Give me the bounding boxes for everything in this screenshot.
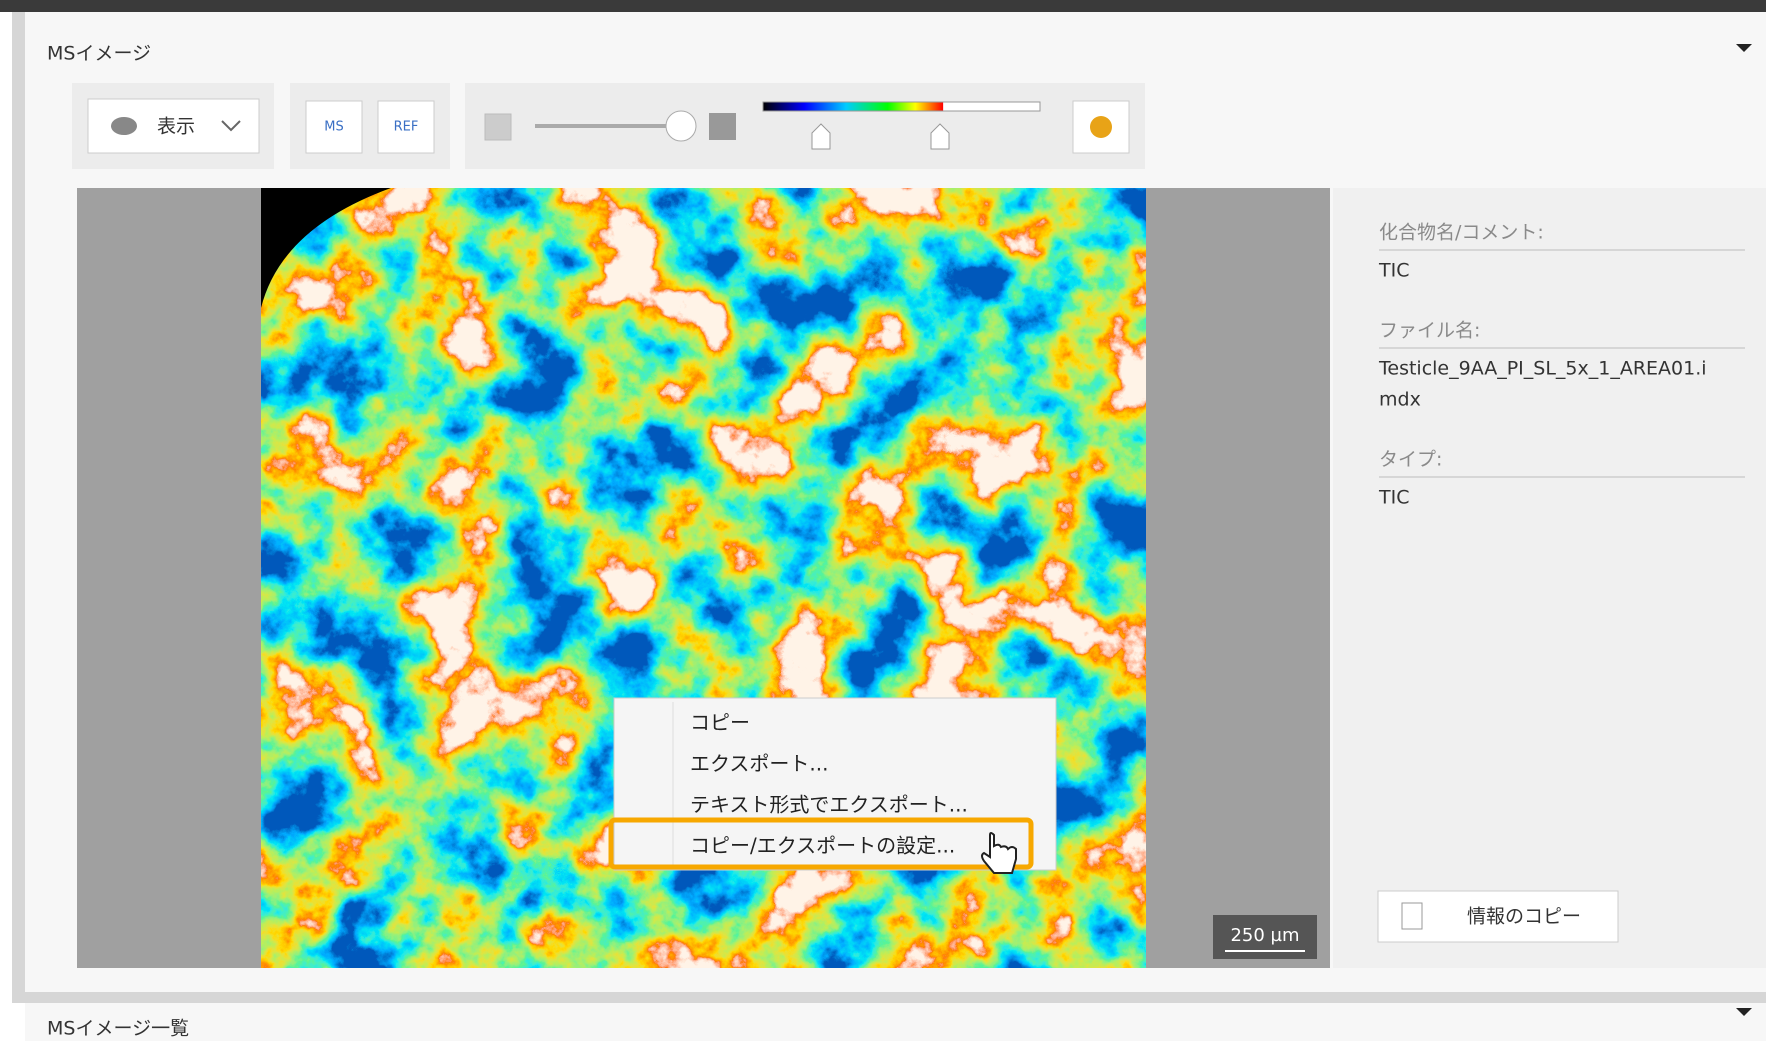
cursor [981, 832, 1017, 874]
separator [12, 992, 1766, 1003]
menu-item[interactable]: エクスポート... [690, 752, 828, 776]
bottom-panel-title: MSイメージ一覧 [47, 1018, 189, 1040]
field-value: Testicle_9AA_PI_SL_5x_1_AREA01.i [1378, 358, 1707, 380]
copy-label: 情報のコピー [1467, 906, 1581, 928]
dropdown-arrow [221, 120, 241, 132]
field-label: タイプ: [1379, 449, 1442, 471]
menu-item[interactable]: コピー [690, 711, 750, 735]
slider-thumb[interactable] [665, 110, 697, 142]
eye-icon [111, 117, 137, 135]
field-value: TIC [1378, 260, 1409, 282]
copy-icon [1401, 902, 1423, 930]
field-value: mdx [1379, 389, 1421, 411]
color-bar [762, 101, 1041, 112]
left-border [12, 12, 25, 992]
sun-icon [1090, 116, 1112, 138]
scale-bar-label: 250 µm [1230, 925, 1299, 946]
field-label: 化合物名/コメント: [1379, 222, 1544, 244]
ms-label: MS [324, 120, 343, 135]
highlight-box [608, 817, 1034, 870]
opacity-icon [709, 113, 736, 140]
panel-title: MSイメージ [47, 43, 151, 65]
display-button[interactable] [87, 98, 260, 154]
ref-button[interactable] [377, 100, 435, 154]
menu-item[interactable]: テキスト形式でエクスポート... [690, 793, 968, 817]
display-label: 表示 [157, 116, 195, 138]
image-corner [261, 188, 391, 308]
transparency-icon [484, 113, 512, 141]
collapse-icon[interactable] [1736, 44, 1752, 52]
ref-label: REF [394, 120, 419, 135]
field-value: TIC [1378, 487, 1409, 509]
menu-item[interactable]: コピー/エクスポートの設定... [690, 834, 955, 858]
info-panel [1333, 188, 1766, 968]
ms-button[interactable] [305, 100, 363, 154]
bottom-panel [25, 1003, 1766, 1041]
color-handle[interactable] [930, 123, 950, 150]
field-label: ファイル名: [1379, 320, 1480, 342]
collapse-icon[interactable] [1736, 1008, 1752, 1016]
context-menu [613, 697, 1057, 871]
top-bar [0, 0, 1766, 12]
slider-track [535, 124, 681, 128]
color-handle[interactable] [811, 123, 831, 150]
